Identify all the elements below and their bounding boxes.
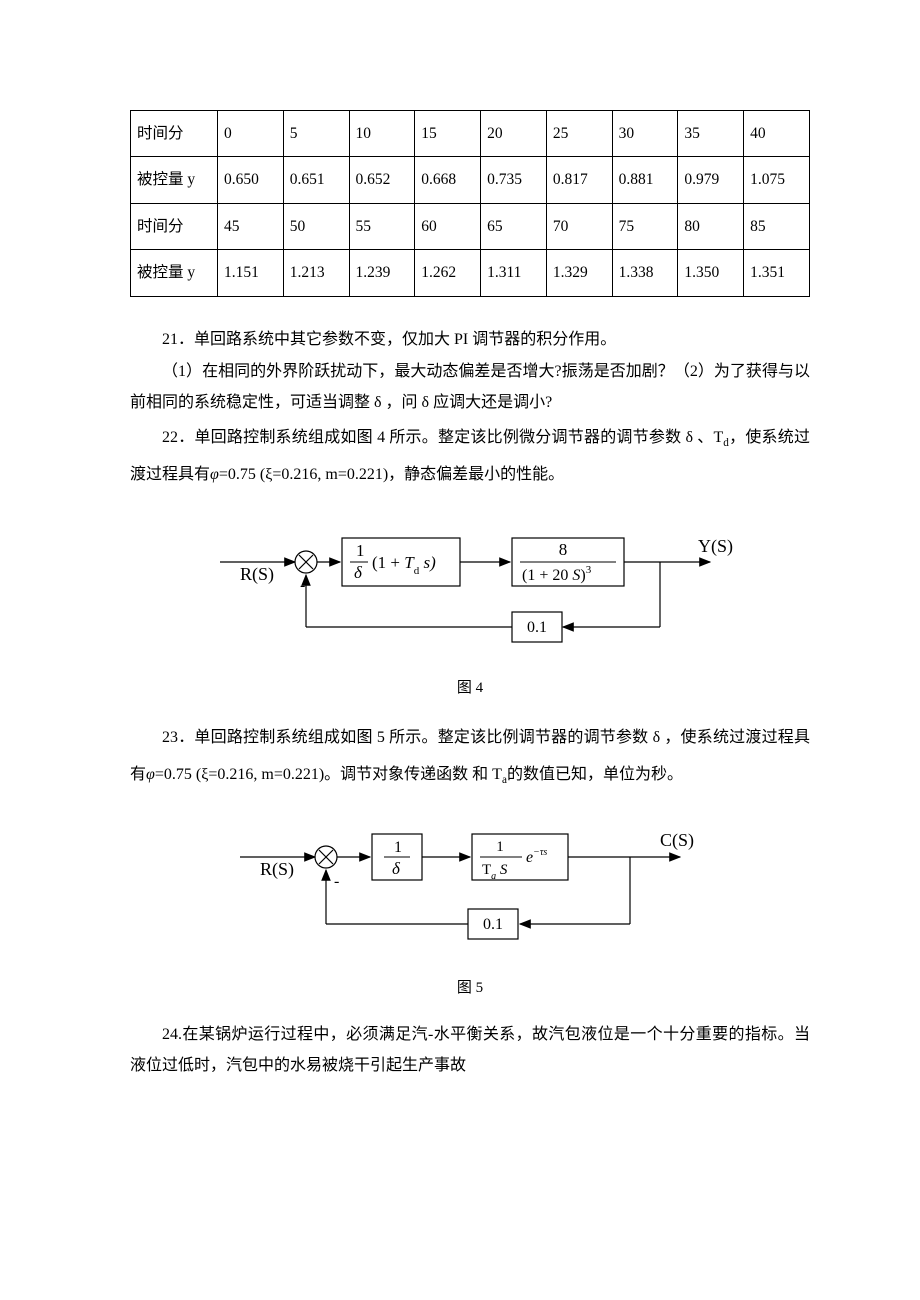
output-label: C(S) [660,830,694,851]
cell: 0.651 [283,157,349,203]
feedback-value: 0.1 [483,916,503,933]
cell: 0.650 [218,157,284,203]
cell: 70 [546,203,612,249]
cell: 1.075 [744,157,810,203]
cell: 1.329 [546,250,612,296]
data-table: 时间分 0 5 10 15 20 25 30 35 40 被控量 y 0.650… [130,110,810,297]
table-row: 时间分 0 5 10 15 20 25 30 35 40 [131,111,810,157]
cell: 1.151 [218,250,284,296]
figure-4: R(S) - 1 δ (1 + Td s) 8 [130,512,810,662]
cell: 1.239 [349,250,415,296]
cell: 85 [744,203,810,249]
cell: 10 [349,111,415,157]
fraction-den: δ [354,563,363,582]
fraction-num: 1 [394,839,402,856]
cell: 1.351 [744,250,810,296]
cell: 20 [481,111,547,157]
cell: 时间分 [131,111,218,157]
cell: 1.338 [612,250,678,296]
input-label: R(S) [260,859,294,880]
minus-sign: - [300,577,305,594]
fraction-num: 1 [356,541,365,560]
cell: 75 [612,203,678,249]
text: =0.75 (ξ=0.216, m=0.221)。调节对象传递函数 和 T [155,766,502,783]
cell: 1.311 [481,250,547,296]
paragraph-22: 22．单回路控制系统组成如图 4 所示。整定该比例微分调节器的调节参数 δ 、T… [130,420,810,494]
cell: 65 [481,203,547,249]
cell: 0.652 [349,157,415,203]
output-label: Y(S) [698,536,733,557]
plant-den: (1 + 20 S)3 [522,564,592,584]
feedback-value: 0.1 [527,619,547,636]
cell: 0.817 [546,157,612,203]
cell: 1.350 [678,250,744,296]
cell: 60 [415,203,481,249]
figure-5-caption: 图 5 [130,974,810,1003]
table-row: 被控量 y 1.151 1.213 1.239 1.262 1.311 1.32… [131,250,810,296]
text: 22．单回路控制系统组成如图 4 所示。整定该比例微分调节器的调节参数 δ 、T [162,429,723,446]
cell: 0 [218,111,284,157]
cell: 0.735 [481,157,547,203]
cell: 45 [218,203,284,249]
cell: 1.213 [283,250,349,296]
cell: 30 [612,111,678,157]
cell: 0.668 [415,157,481,203]
text: 的数值已知，单位为秒。 [507,766,683,783]
cell: 时间分 [131,203,218,249]
plant-num: 8 [559,540,568,559]
cell: 50 [283,203,349,249]
table-row: 时间分 45 50 55 60 65 70 75 80 85 [131,203,810,249]
cell: 被控量 y [131,250,218,296]
minus-sign: - [334,873,339,890]
cell: 0.881 [612,157,678,203]
fraction-den: δ [392,859,401,878]
input-label: R(S) [240,564,274,585]
figure-5: R(S) - 1 δ 1 Ta S e−τs C(S) [130,812,810,962]
plant-num: 1 [496,839,504,855]
paragraph-21b: （1）在相同的外界阶跃扰动下，最大动态偏差是否增大?振荡是否加剧？（2）为了获得… [130,357,810,418]
paragraph-23: 23．单回路控制系统组成如图 5 所示。整定该比例调节器的调节参数 δ ，使系统… [130,720,810,794]
table-row: 被控量 y 0.650 0.651 0.652 0.668 0.735 0.81… [131,157,810,203]
cell: 55 [349,203,415,249]
phi-symbol: φ [210,466,219,483]
cell: 40 [744,111,810,157]
cell: 被控量 y [131,157,218,203]
phi-symbol: φ [146,766,155,783]
paragraph-21a: 21．单回路系统中其它参数不变，仅加大 PI 调节器的积分作用。 [130,325,810,355]
cell: 80 [678,203,744,249]
cell: 25 [546,111,612,157]
cell: 1.262 [415,250,481,296]
figure-4-caption: 图 4 [130,674,810,703]
cell: 0.979 [678,157,744,203]
text: =0.75 (ξ=0.216, m=0.221)，静态偏差最小的性能。 [219,466,564,483]
cell: 5 [283,111,349,157]
cell: 15 [415,111,481,157]
cell: 35 [678,111,744,157]
paragraph-24: 24.在某锅炉运行过程中，必须满足汽-水平衡关系，故汽包液位是一个十分重要的指标… [130,1020,810,1081]
